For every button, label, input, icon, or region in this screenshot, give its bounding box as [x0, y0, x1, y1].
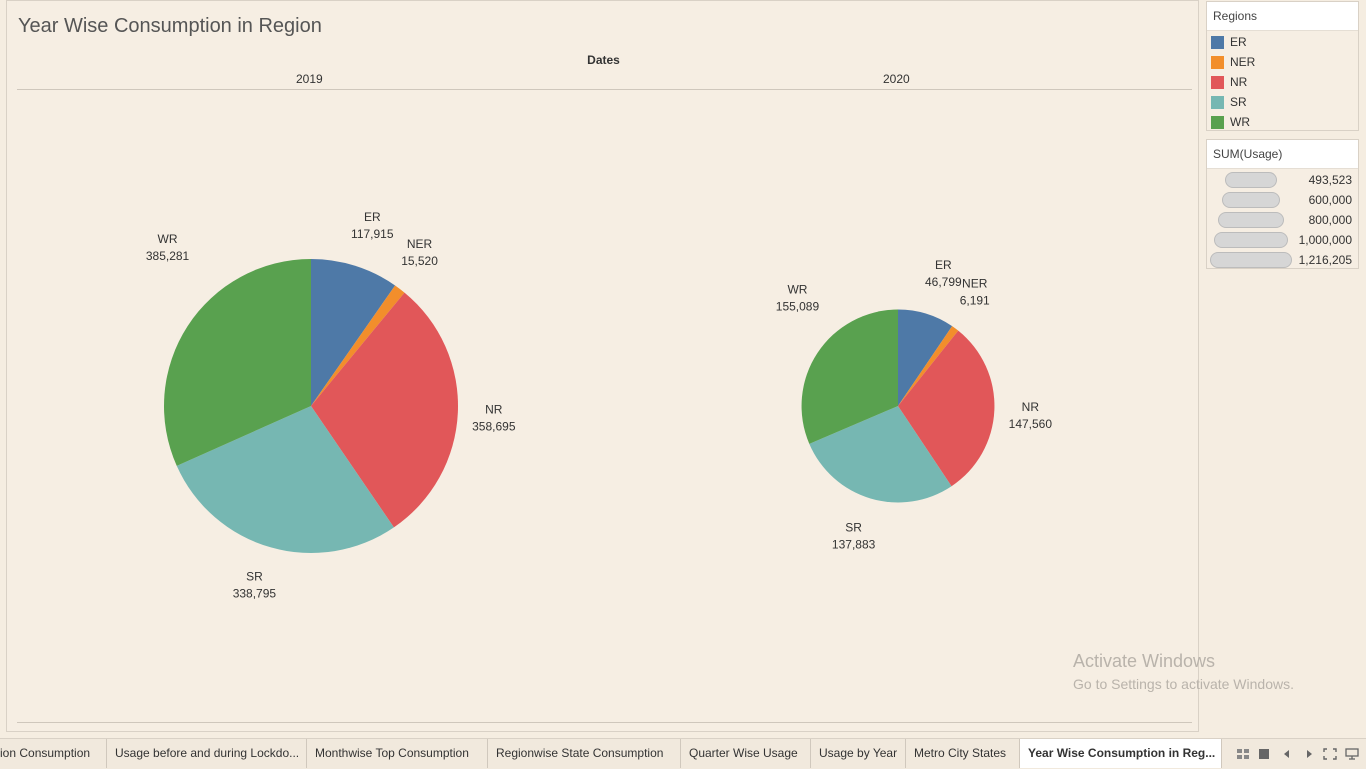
next-sheet-icon[interactable] — [1302, 748, 1316, 760]
legend-swatch — [1211, 115, 1224, 129]
size-legend-value: 1,000,000 — [1298, 233, 1352, 247]
pie-slice-ner-2019[interactable] — [311, 285, 405, 406]
legend-swatch — [1211, 75, 1224, 89]
fullscreen-icon[interactable] — [1323, 748, 1337, 760]
slice-label-ner: NER — [407, 237, 433, 251]
legend-label: WR — [1230, 115, 1250, 129]
column-header: Dates — [587, 53, 620, 67]
legend-label: ER — [1230, 35, 1247, 49]
legend-swatch — [1211, 55, 1224, 69]
slice-value-ner: 15,520 — [401, 254, 438, 268]
pie-slice-nr-2019[interactable] — [311, 292, 458, 528]
tab-usage-by-year[interactable]: Usage by Year — [811, 739, 906, 768]
watermark-line-1: Activate Windows — [1073, 651, 1216, 671]
legend-label: SR — [1230, 95, 1247, 109]
sheet-tab-bar: ion Consumption Usage before and during … — [0, 738, 1366, 769]
size-legend-value: 1,216,205 — [1298, 253, 1352, 267]
size-legend-item: 1,000,000 — [1207, 230, 1358, 250]
size-legend-title: SUM(Usage) — [1207, 140, 1358, 169]
page-title: Year Wise Consumption in Region — [18, 15, 322, 37]
slice-label-er: ER — [364, 210, 381, 224]
legend-item-wr[interactable]: WR — [1207, 112, 1358, 132]
filmstrip-icon[interactable] — [1257, 748, 1271, 760]
slice-value-wr: 385,281 — [146, 249, 190, 263]
slice-label-nr: NR — [485, 403, 503, 417]
size-pill-icon — [1225, 172, 1277, 188]
pie-slice-sr-2020[interactable] — [809, 406, 952, 503]
pie-slice-nr-2020[interactable] — [898, 330, 995, 487]
header-divider — [17, 89, 1192, 90]
tab-year-wise-consumption[interactable]: Year Wise Consumption in Reg... — [1020, 739, 1222, 768]
legend-label: NR — [1230, 75, 1248, 89]
legend-swatch — [1211, 95, 1224, 109]
slice-value-sr: 137,883 — [832, 537, 876, 551]
size-legend-item: 800,000 — [1207, 210, 1358, 230]
pie-slice-wr-2020[interactable] — [801, 309, 898, 444]
legend-swatch — [1211, 35, 1224, 49]
size-pill-icon — [1218, 212, 1284, 228]
slice-value-er: 117,915 — [351, 227, 394, 241]
panel-label-2020: 2020 — [883, 72, 910, 86]
size-pill-icon — [1210, 252, 1292, 268]
slice-value-sr: 338,795 — [233, 587, 277, 601]
tab-region-consumption[interactable]: ion Consumption — [0, 739, 107, 768]
pie-slice-er-2020[interactable] — [898, 309, 953, 406]
activation-watermark: Activate Windows Go to Settings to activ… — [1073, 651, 1294, 692]
size-pill-icon — [1222, 192, 1280, 208]
slice-value-er: 46,799 — [925, 275, 962, 289]
size-legend: SUM(Usage) 493,523 600,000 800,000 1,000… — [1206, 139, 1359, 269]
legend-item-er[interactable]: ER — [1207, 32, 1358, 52]
size-legend-item: 1,216,205 — [1207, 250, 1358, 270]
slice-label-ner: NER — [962, 276, 988, 290]
presentation-icon[interactable] — [1345, 748, 1359, 760]
pie-slice-sr-2019[interactable] — [176, 406, 394, 553]
size-legend-value: 800,000 — [1308, 213, 1352, 227]
pie-charts[interactable]: ER 117,915 NER 15,520 NR 358,695 SR 338,795 WR 38… — [7, 1, 1200, 733]
tab-regionwise-state-consumption[interactable]: Regionwise State Consumption — [488, 739, 681, 768]
slice-value-wr: 155,089 — [776, 300, 820, 314]
panel-label-2019: 2019 — [296, 72, 323, 86]
size-pill-icon — [1214, 232, 1288, 248]
pie-slice-wr-2019[interactable] — [164, 259, 311, 466]
slice-value-ner: 6,191 — [960, 293, 990, 307]
tab-quarter-wise-usage[interactable]: Quarter Wise Usage — [681, 739, 811, 768]
pie-2019[interactable]: ER 117,915 NER 15,520 NR 358,695 SR 338,795 WR 38… — [146, 210, 516, 601]
size-legend-item: 600,000 — [1207, 190, 1358, 210]
tab-metro-city-states[interactable]: Metro City States — [906, 739, 1020, 768]
legend-title: Regions — [1207, 2, 1358, 31]
viz-area: Year Wise Consumption in Region Dates 20… — [6, 0, 1199, 732]
legend-label: NER — [1230, 55, 1256, 69]
grid-view-icon[interactable] — [1236, 748, 1250, 760]
slice-label-sr: SR — [845, 520, 862, 534]
slice-label-sr: SR — [246, 570, 263, 584]
slice-value-nr: 147,560 — [1009, 417, 1053, 431]
slice-label-wr: WR — [787, 283, 807, 297]
pie-slice-er-2019[interactable] — [311, 259, 396, 406]
tab-monthwise-top-consumption[interactable]: Monthwise Top Consumption — [307, 739, 488, 768]
slice-label-wr: WR — [158, 232, 178, 246]
watermark-line-2: Go to Settings to activate Windows. — [1073, 676, 1294, 692]
legend-item-ner[interactable]: NER — [1207, 52, 1358, 72]
legend-item-nr[interactable]: NR — [1207, 72, 1358, 92]
slice-value-nr: 358,695 — [472, 420, 516, 434]
pie-2020[interactable]: ER 46,799 NER 6,191 NR 147,560 SR 137,883 WR 155,… — [776, 258, 1053, 552]
bottom-divider — [17, 722, 1192, 723]
size-legend-value: 600,000 — [1308, 193, 1352, 207]
prev-sheet-icon[interactable] — [1280, 748, 1294, 760]
slice-label-er: ER — [935, 258, 952, 272]
size-legend-item: 493,523 — [1207, 170, 1358, 190]
size-legend-value: 493,523 — [1308, 173, 1352, 187]
tab-usage-before-during-lockdown[interactable]: Usage before and during Lockdo... — [107, 739, 307, 768]
slice-label-nr: NR — [1022, 400, 1040, 414]
regions-legend: Regions ER NER NR SR WR — [1206, 1, 1359, 131]
pie-slice-ner-2020[interactable] — [898, 326, 959, 406]
legend-item-sr[interactable]: SR — [1207, 92, 1358, 112]
